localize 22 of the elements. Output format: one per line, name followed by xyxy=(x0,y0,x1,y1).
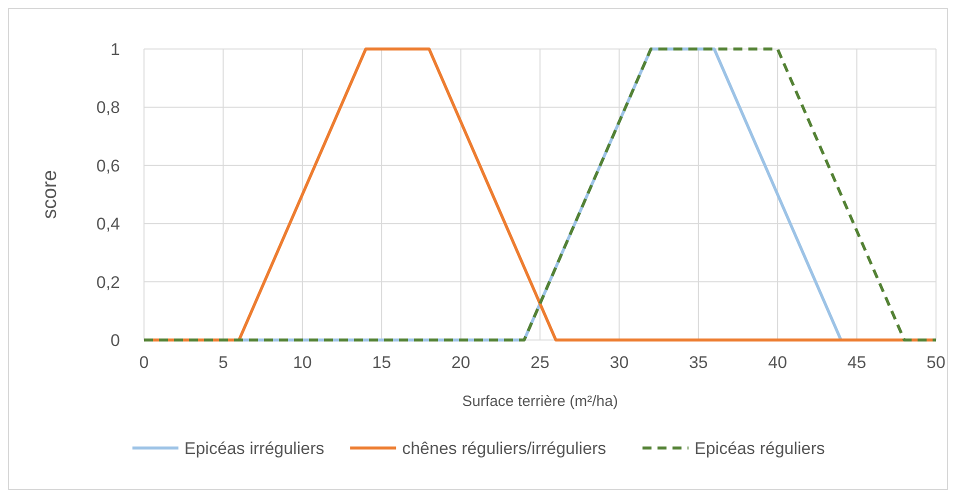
x-tick-label: 40 xyxy=(768,353,788,372)
y-tick-label: 0,8 xyxy=(96,98,120,118)
y-tick-label: 0,2 xyxy=(96,272,120,292)
x-tick-label: 20 xyxy=(451,353,470,372)
x-tick-label: 5 xyxy=(218,353,228,372)
x-tick-label: 25 xyxy=(530,353,550,372)
x-tick-label: 50 xyxy=(926,353,946,372)
x-tick-label: 35 xyxy=(688,353,708,372)
y-tick-label: 0,4 xyxy=(96,214,120,234)
y-tick-label: 1 xyxy=(110,40,120,59)
x-tick-label: 15 xyxy=(372,353,392,372)
y-tick-label: 0 xyxy=(110,331,120,350)
y-axis-title: score xyxy=(39,170,61,219)
x-axis-title: Surface terrière (m²/ha) xyxy=(462,393,618,410)
legend-label: Epicéas irréguliers xyxy=(184,439,324,458)
x-tick-label: 0 xyxy=(139,353,149,372)
y-tick-label: 0,6 xyxy=(96,156,120,176)
legend-label: chênes réguliers/irréguliers xyxy=(402,439,606,458)
x-tick-label: 30 xyxy=(610,353,629,372)
x-tick-label: 10 xyxy=(292,353,312,372)
legend-label: Epicéas réguliers xyxy=(694,439,825,458)
x-tick-label: 45 xyxy=(847,353,866,372)
